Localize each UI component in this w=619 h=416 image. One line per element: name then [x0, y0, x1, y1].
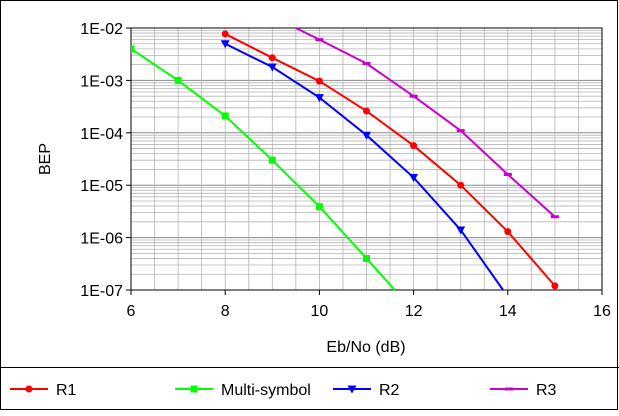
legend-label: R3	[536, 382, 557, 399]
y-tick-label: 1E-04	[80, 126, 123, 143]
legend-item: R3	[490, 382, 557, 399]
data-point	[362, 131, 371, 140]
legend-marker	[347, 385, 357, 394]
x-tick-label: 16	[593, 303, 611, 320]
data-point	[410, 142, 418, 150]
x-axis-label: Eb/No (dB)	[326, 339, 405, 356]
series-r1	[221, 30, 559, 290]
data-point	[363, 254, 370, 262]
series-r3	[295, 27, 559, 219]
y-tick-label: 1E-06	[80, 231, 123, 248]
data-point	[221, 30, 229, 38]
data-point	[314, 94, 324, 103]
data-point	[315, 38, 324, 42]
data-point	[131, 45, 135, 53]
y-tick-label: 1E-05	[80, 178, 123, 195]
data-point	[315, 203, 323, 211]
series-layer	[131, 27, 559, 291]
data-point	[457, 181, 465, 189]
series-line	[224, 33, 556, 287]
data-point	[363, 107, 370, 115]
series-multi-symbol	[131, 45, 396, 291]
data-point	[220, 40, 230, 49]
y-tick-label: 1E-03	[80, 73, 123, 90]
data-point	[550, 215, 559, 219]
data-point	[221, 112, 229, 120]
y-tick-label: 1E-02	[80, 21, 123, 38]
grid-layer	[131, 27, 602, 291]
y-axis-label: BEP	[37, 143, 54, 175]
data-point	[268, 54, 276, 62]
data-point	[362, 62, 371, 66]
data-point	[456, 129, 465, 133]
legend-item: R2	[333, 382, 400, 399]
axis-layer: 6 8 10 12 14 16 1E-02 1E-03 1E-04 1E-05 1E-06 1E-07	[80, 21, 611, 320]
data-point	[409, 94, 418, 98]
x-tick-label: 6	[127, 303, 136, 320]
legend-marker	[25, 385, 33, 393]
data-point	[409, 174, 419, 183]
legend-item: Multi-symbol	[175, 382, 311, 399]
legend-label: Multi-symbol	[221, 382, 311, 399]
legend: R1 Multi-symbol R2 R3	[10, 382, 557, 399]
y-tick-label: 1E-07	[80, 283, 123, 300]
plot-area-border	[130, 27, 603, 291]
data-point	[504, 228, 512, 236]
data-point	[503, 173, 512, 177]
data-point	[456, 226, 466, 235]
legend-marker	[505, 387, 513, 391]
legend-marker	[190, 385, 198, 393]
data-point	[267, 63, 277, 72]
x-tick-label: 12	[405, 303, 423, 320]
data-point	[268, 156, 276, 164]
data-point	[174, 76, 182, 84]
legend-label: R1	[56, 382, 77, 399]
legend-item: R1	[10, 382, 77, 399]
data-point	[551, 282, 559, 290]
x-tick-label: 14	[499, 303, 517, 320]
data-point	[315, 77, 323, 85]
legend-label: R2	[379, 382, 400, 399]
x-tick-label: 8	[221, 303, 230, 320]
series-r2	[220, 40, 504, 291]
x-tick-label: 10	[311, 303, 329, 320]
